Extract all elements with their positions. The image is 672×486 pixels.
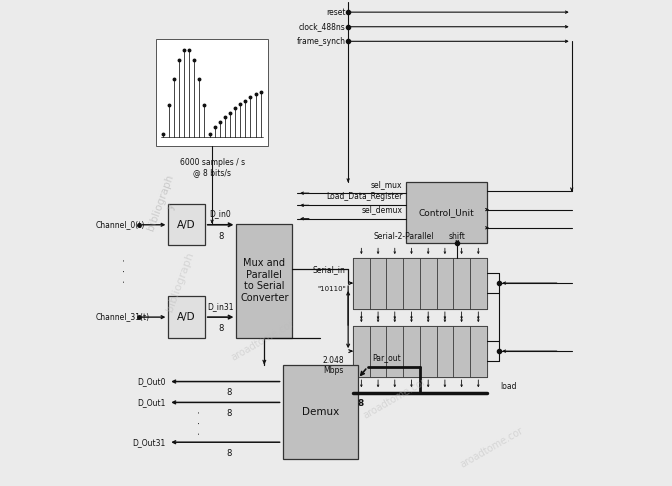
Text: bibliograph
y: bibliograph y: [146, 173, 186, 236]
Text: D_in31: D_in31: [208, 302, 234, 311]
Text: 8: 8: [226, 388, 232, 397]
Text: Serial-2-Parallel: Serial-2-Parallel: [374, 231, 434, 241]
Text: sel_demux: sel_demux: [362, 205, 403, 214]
Text: reset: reset: [326, 8, 345, 17]
Text: ·  ·  ·: · · ·: [120, 259, 130, 283]
Text: Load_Data_Register: Load_Data_Register: [326, 192, 403, 201]
Bar: [353, 326, 370, 377]
Text: 8: 8: [226, 409, 232, 418]
Text: D_Out0: D_Out0: [137, 377, 166, 386]
Bar: [437, 258, 453, 309]
Text: D_in0: D_in0: [210, 209, 231, 219]
Text: 8: 8: [226, 449, 232, 457]
Text: clock_488ns: clock_488ns: [299, 22, 345, 31]
Bar: [353, 258, 370, 309]
Bar: [168, 296, 205, 338]
Bar: [282, 364, 358, 459]
Bar: [386, 326, 403, 377]
Text: 8: 8: [358, 399, 364, 408]
Text: 2.048
Mbps: 2.048 Mbps: [323, 356, 344, 375]
Text: "10110": "10110": [317, 286, 345, 292]
Bar: [168, 204, 205, 245]
Bar: [237, 224, 292, 338]
Text: Control_Unit: Control_Unit: [419, 208, 474, 217]
Text: Mux and
Parallel
to Serial
Converter: Mux and Parallel to Serial Converter: [240, 258, 288, 303]
Bar: [353, 326, 487, 377]
Bar: [403, 258, 420, 309]
Bar: [420, 258, 437, 309]
Text: D_Out31: D_Out31: [132, 438, 166, 447]
Text: Par_out: Par_out: [372, 353, 401, 362]
Bar: [437, 326, 453, 377]
Bar: [156, 39, 268, 146]
Bar: [386, 258, 403, 309]
Bar: [370, 258, 386, 309]
Bar: [353, 258, 487, 309]
Text: aroadtome.cor: aroadtome.cor: [230, 318, 296, 363]
Bar: [453, 258, 470, 309]
Text: Serial_in: Serial_in: [313, 265, 345, 274]
Text: Channel_31(t): Channel_31(t): [95, 312, 150, 322]
Bar: [407, 182, 487, 243]
Bar: [453, 326, 470, 377]
Text: bibliograph: bibliograph: [165, 251, 196, 313]
Text: 6000 samples / s
@ 8 bits/s: 6000 samples / s @ 8 bits/s: [179, 158, 245, 177]
Text: ·  ·  ·: · · ·: [195, 410, 205, 435]
Bar: [470, 258, 487, 309]
Bar: [470, 326, 487, 377]
Text: frame_synch: frame_synch: [297, 37, 345, 46]
Bar: [403, 326, 420, 377]
Text: aroadtome.cor: aroadtome.cor: [458, 425, 525, 469]
Text: aroadtome.cor: aroadtome.cor: [361, 376, 427, 421]
Text: Demux: Demux: [302, 407, 339, 417]
Bar: [420, 326, 437, 377]
Bar: [370, 326, 386, 377]
Text: 8: 8: [218, 232, 223, 241]
Text: 8: 8: [218, 324, 223, 333]
Text: A/D: A/D: [177, 312, 196, 322]
Text: A/D: A/D: [177, 220, 196, 230]
Text: Channel_0(t): Channel_0(t): [95, 220, 144, 229]
Text: shift: shift: [449, 231, 466, 241]
Text: load: load: [500, 382, 517, 391]
Text: sel_mux: sel_mux: [371, 180, 403, 189]
Text: D_Out1: D_Out1: [138, 398, 166, 407]
